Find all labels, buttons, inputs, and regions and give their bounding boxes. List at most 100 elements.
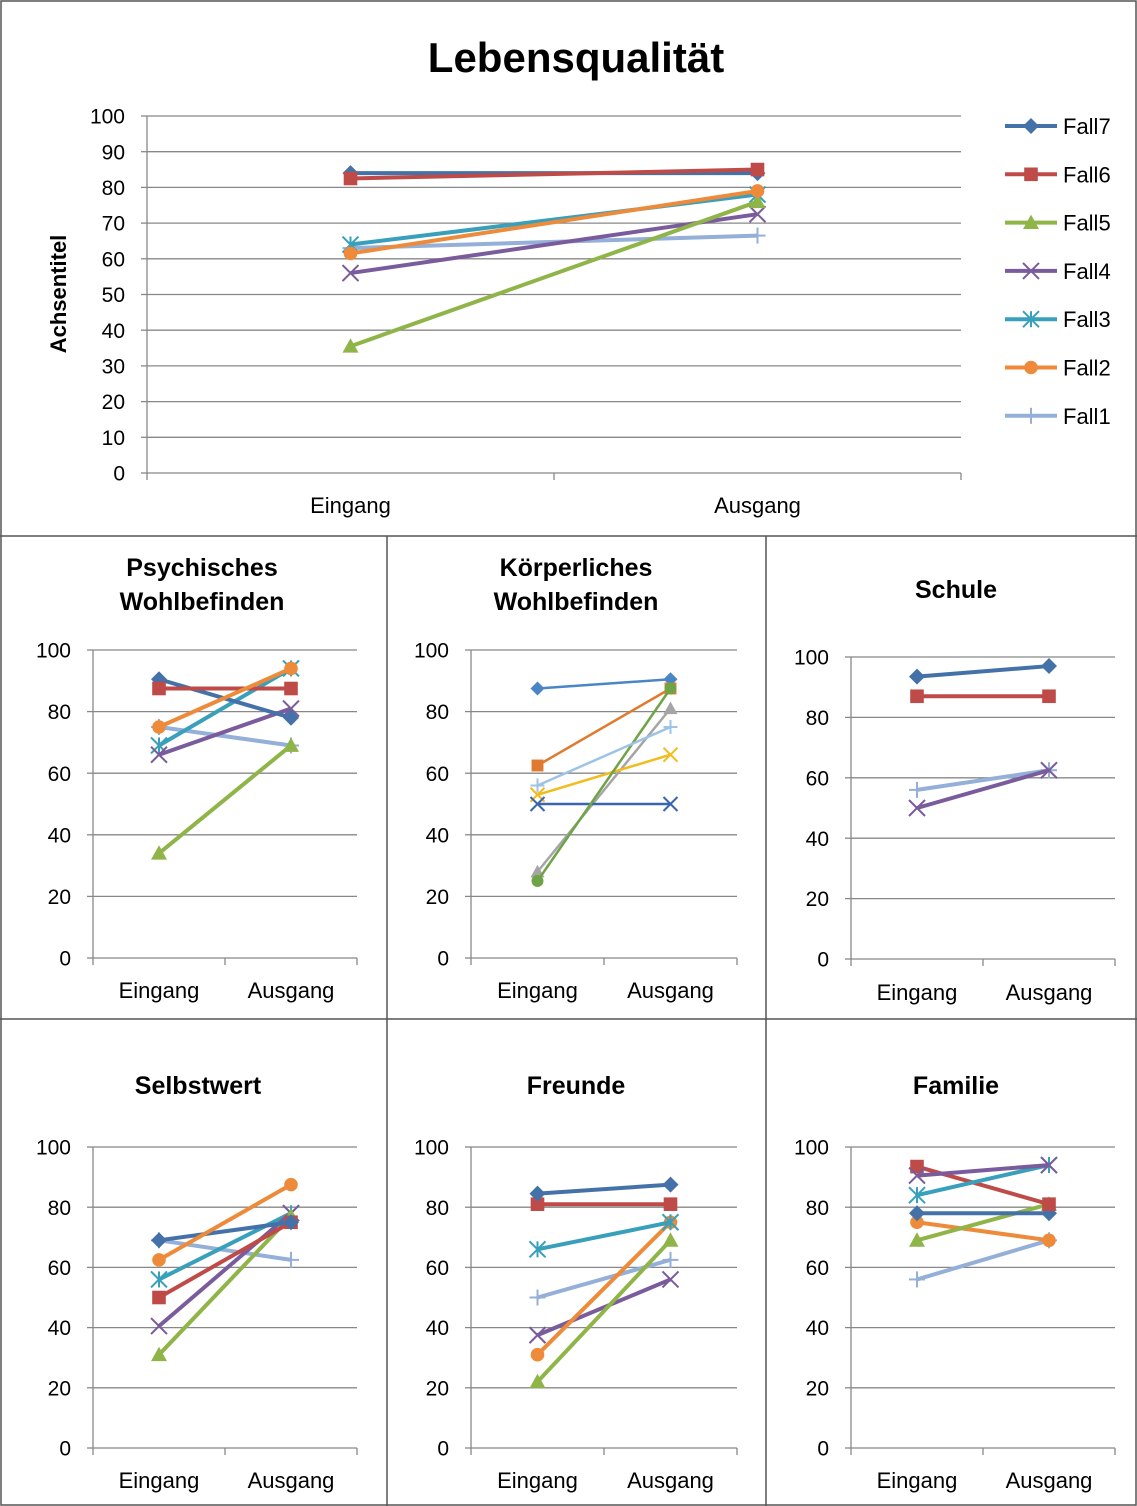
series-schule-fall1 xyxy=(909,762,1057,798)
series-familie-fall4-point-eingang-stroke-b xyxy=(908,1166,926,1185)
series-familie-fall4-point-ausgang-stroke-b xyxy=(1040,1156,1058,1174)
legend-swatch-marker-fall2 xyxy=(1024,360,1038,375)
x-tick-label-psych-ausgang: Ausgang xyxy=(248,978,335,1003)
y-tick-label-main-30: 30 xyxy=(102,355,125,378)
y-tick-label-psych-20: 20 xyxy=(48,886,71,909)
series-freunde-fall4 xyxy=(528,1270,680,1344)
y-tick-label-main-70: 70 xyxy=(102,213,125,236)
series-schule-fall1-line xyxy=(916,768,1050,792)
y-tick-label-selbst-40: 40 xyxy=(48,1317,71,1340)
chart-title-psych-line2: Wohlbefinden xyxy=(120,588,285,616)
y-tick-label-main-0: 0 xyxy=(113,463,125,486)
chart-title-familie-line1: Familie xyxy=(913,1072,999,1100)
series-familie-fall2-point-eingang xyxy=(910,1215,924,1230)
series-koerper-s1 xyxy=(530,672,678,696)
legend-swatch-marker-fall6 xyxy=(1024,167,1038,182)
series-familie-fall4-point-eingang xyxy=(908,1166,926,1185)
series-psych-fall5-point-eingang xyxy=(151,845,167,860)
y-tick-label-main-20: 20 xyxy=(102,391,125,414)
series-koerper-s7-point-ausgang xyxy=(663,720,678,734)
chart-title-koerper-line2: Wohlbefinden xyxy=(494,588,659,616)
series-koerper-s6 xyxy=(531,682,677,887)
series-main-fall6 xyxy=(343,162,765,186)
series-freunde-fall1-line xyxy=(536,1257,672,1300)
chart-title-selbst-line1: Selbstwert xyxy=(135,1072,262,1100)
x-tick-label-freunde-eingang: Eingang xyxy=(497,1468,578,1493)
chart-title-psych-line1: Psychisches xyxy=(126,554,278,582)
legend-label-fall3: Fall3 xyxy=(1063,307,1111,332)
series-psych-fall4-point-ausgang xyxy=(282,699,300,718)
y-tick-label-familie-60: 60 xyxy=(806,1257,829,1280)
series-main-fall6-point-eingang xyxy=(343,171,358,186)
y-tick-label-selbst-20: 20 xyxy=(48,1377,71,1400)
chart-schule: Schule 0 20 40 60 80 100 Eingang Ausgang xyxy=(794,576,1116,1005)
series-schule-fall4-point-ausgang-stroke-b xyxy=(1040,761,1058,779)
y-tick-label-main-10: 10 xyxy=(102,427,125,450)
y-tick-label-schule-100: 100 xyxy=(794,647,829,670)
series-familie-fall6-point-eingang xyxy=(910,1159,924,1174)
series-psych-fall1-line xyxy=(158,725,292,748)
series-familie-fall3-point-eingang xyxy=(908,1186,926,1204)
legend-main: Fall7 Fall6 Fall5 Fall4 Fall3 Fall2 Fall1 xyxy=(1005,114,1111,429)
y-tick-label-selbst-100: 100 xyxy=(36,1137,71,1160)
series-freunde-fall4-line xyxy=(536,1277,672,1337)
series-main-fall6-line xyxy=(350,167,758,181)
series-main-fall2-point-ausgang xyxy=(750,184,765,198)
series-koerper-s1-point-eingang xyxy=(530,681,545,696)
series-freunde-fall3 xyxy=(528,1213,680,1259)
series-familie-fall4-line xyxy=(916,1163,1050,1178)
y-tick-label-schule-80: 80 xyxy=(806,707,829,730)
series-koerper-s7-line xyxy=(536,725,672,787)
series-schule-fall6-point-ausgang xyxy=(1042,689,1056,704)
series-koerper-s5-point-eingang-stroke-b xyxy=(529,796,546,812)
legend-entry-fall3: Fall3 xyxy=(1005,307,1111,332)
y-tick-label-schule-60: 60 xyxy=(806,767,829,790)
y-tick-label-psych-40: 40 xyxy=(48,824,71,847)
legend-label-fall2: Fall2 xyxy=(1063,356,1111,381)
series-koerper-s5 xyxy=(529,796,679,812)
series-familie-fall5-line xyxy=(916,1202,1050,1243)
series-selbst-fall2-point-eingang xyxy=(152,1253,166,1267)
series-koerper-s7-point-eingang xyxy=(530,778,545,793)
y-tick-label-familie-20: 20 xyxy=(806,1377,829,1400)
series-psych-fall2-line xyxy=(158,666,292,729)
series-psych-fall4-line xyxy=(158,706,292,757)
series-psych-fall5-point-ausgang xyxy=(283,737,299,752)
legend-entry-fall4: Fall4 xyxy=(1005,259,1111,284)
series-main-fall2-point-eingang xyxy=(343,246,358,261)
series-selbst-fall7-point-eingang xyxy=(151,1232,167,1249)
series-selbst-fall7-line xyxy=(158,1220,292,1243)
series-freunde-fall6 xyxy=(530,1197,678,1211)
chart-title-koerper-line1: Körperliches xyxy=(500,554,653,582)
series-koerper-s4-line xyxy=(537,753,671,796)
legend-swatch-marker-fall3 xyxy=(1022,310,1040,328)
series-koerper-s4-point-ausgang-stroke-b xyxy=(662,747,679,763)
y-tick-label-main-60: 60 xyxy=(102,248,125,271)
series-schule-fall7 xyxy=(909,658,1057,685)
legend-swatch-marker-fall7 xyxy=(1023,118,1039,134)
series-selbst-fall3 xyxy=(150,1204,300,1289)
series-freunde-fall1-point-eingang xyxy=(529,1289,546,1306)
series-familie-fall1-point-eingang xyxy=(909,1271,925,1288)
x-tick-label-familie-eingang: Eingang xyxy=(877,1468,958,1493)
chart-lebensqualitaet: Lebensqualität 0 10 20 30 40 50 60 70 80 90 100 Eing… xyxy=(46,34,1111,518)
y-tick-label-freunde-0: 0 xyxy=(437,1438,449,1461)
legend-entry-fall2: Fall2 xyxy=(1005,356,1111,381)
series-familie-fall3 xyxy=(908,1156,1058,1204)
series-familie-fall1-line xyxy=(916,1238,1050,1282)
series-schule-fall4-point-ausgang xyxy=(1040,761,1058,779)
series-freunde-fall2-point-eingang xyxy=(530,1347,545,1362)
series-schule-fall4-line xyxy=(916,768,1050,810)
series-freunde-fall3-line xyxy=(537,1220,671,1252)
series-main-fall2-line xyxy=(350,188,758,256)
series-freunde-fall1-point-ausgang xyxy=(662,1251,679,1268)
y-tick-label-main-90: 90 xyxy=(102,141,125,164)
series-freunde-fall4-point-eingang xyxy=(528,1326,547,1344)
x-tick-label-psych-eingang: Eingang xyxy=(119,978,200,1003)
y-tick-label-psych-0: 0 xyxy=(59,948,71,971)
series-schule-fall7-point-ausgang xyxy=(1041,658,1057,675)
legend-swatch-marker-fall4 xyxy=(1022,262,1040,280)
chart-freunde: Freunde 0 20 40 60 80 100 Eingang Ausgang xyxy=(414,1072,738,1493)
legend-label-fall6: Fall6 xyxy=(1063,162,1111,187)
